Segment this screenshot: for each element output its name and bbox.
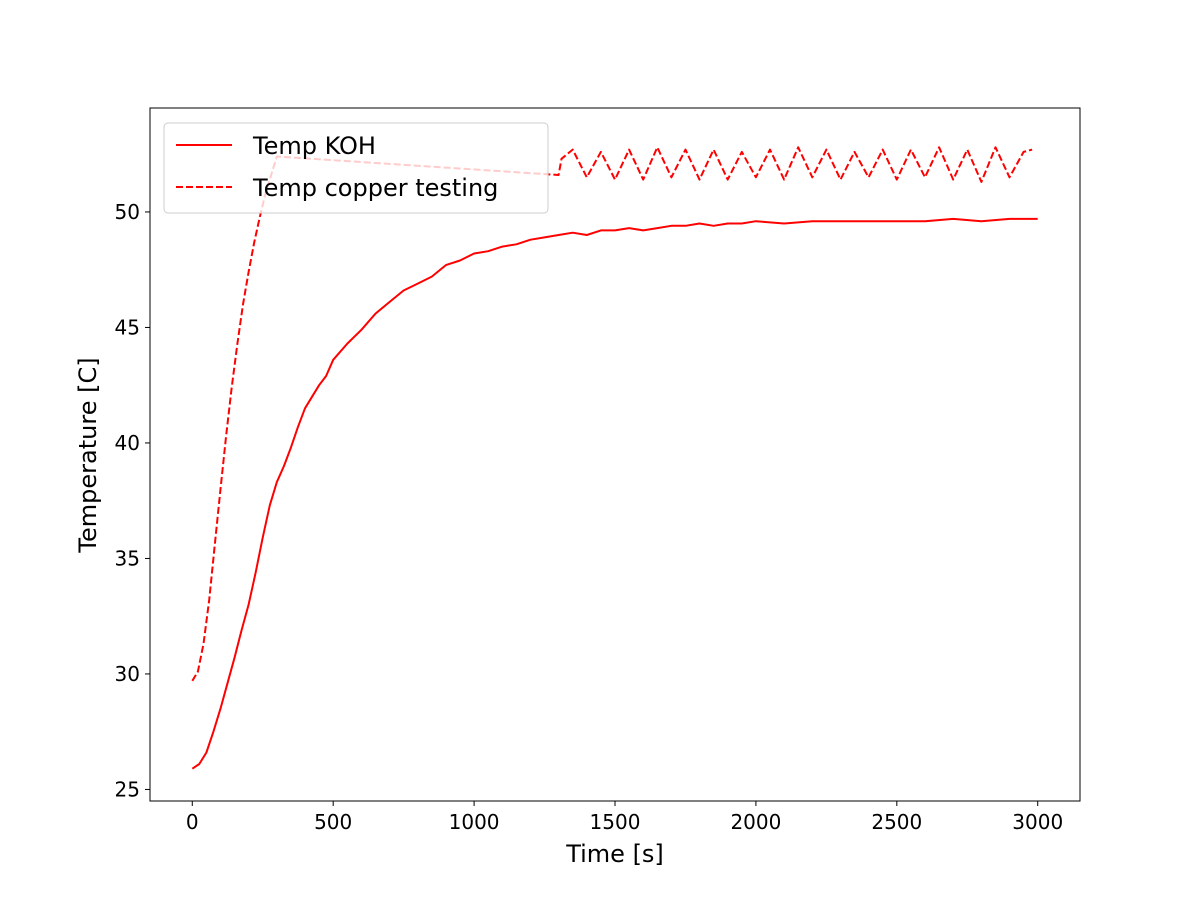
y-axis-title: Temperature [C] xyxy=(74,357,102,553)
series-line-temp-copper-testing xyxy=(191,146,1033,682)
x-tick-label: 1000 xyxy=(449,810,500,834)
x-axis-title: Time [s] xyxy=(565,840,664,868)
x-tick-label: 500 xyxy=(314,810,352,834)
plot-area xyxy=(191,146,1038,770)
series-line-temp-koh xyxy=(191,217,1038,770)
legend: Temp KOH Temp copper testing xyxy=(163,122,549,214)
x-tick-label: 2000 xyxy=(730,810,781,834)
x-tick-label: 1500 xyxy=(590,810,641,834)
y-tick-label: 50 xyxy=(115,200,140,224)
x-tick-label: 3000 xyxy=(1012,810,1063,834)
y-tick-label: 30 xyxy=(115,662,140,686)
legend-frame xyxy=(163,122,549,214)
x-tick-label: 2500 xyxy=(871,810,922,834)
x-tick-label: 0 xyxy=(186,810,199,834)
axes: 0 500 1000 1500 2000 2500 3000 25 30 35 40 45 50 xyxy=(115,107,1081,834)
legend-label-temp-copper-testing: Temp copper testing xyxy=(252,174,498,202)
y-tick-label: 25 xyxy=(115,777,140,801)
y-tick-label: 40 xyxy=(115,431,140,455)
y-tick-label: 35 xyxy=(115,546,140,570)
y-tick-label: 45 xyxy=(115,315,140,339)
legend-label-temp-koh: Temp KOH xyxy=(252,132,376,160)
